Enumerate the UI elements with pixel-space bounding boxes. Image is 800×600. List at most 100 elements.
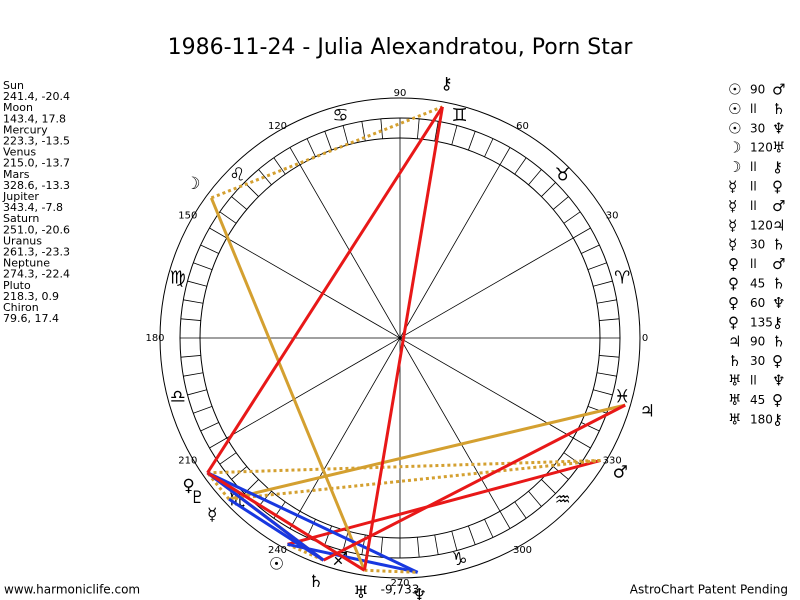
aspect-glyph2: ⚷ <box>772 313 783 331</box>
aspect-line <box>322 403 626 562</box>
degree-label: 30 <box>606 211 619 222</box>
degree-label: 0 <box>642 333 648 344</box>
ring-tick <box>434 121 439 142</box>
ring-tick <box>528 169 542 186</box>
ring-tick <box>541 182 556 197</box>
planet-glyph: ⚷ <box>440 74 452 94</box>
aspect-glyph1: ♄ <box>728 352 741 370</box>
aspect-glyph2: ♄ <box>772 275 785 293</box>
planet-coords: 143.4, 17.8 <box>3 112 66 125</box>
aspect-glyph1: ☿ <box>728 197 737 215</box>
planet-glyph: ♄ <box>308 572 323 592</box>
planet-name: Uranus <box>3 234 42 247</box>
aspect-line <box>364 568 418 574</box>
ring-tick <box>434 534 439 555</box>
aspect-glyph1: ♅ <box>728 410 741 428</box>
aspect-line <box>206 471 366 572</box>
planet-coords: 79.6, 17.4 <box>3 312 59 325</box>
planet-coords: 343.4, -7.8 <box>3 201 63 214</box>
aspect-line <box>228 403 626 501</box>
planet-glyph: ☉ <box>269 555 284 575</box>
aspect-line <box>287 458 601 546</box>
ring-tick <box>209 437 227 449</box>
planet-name: Mercury <box>3 123 48 136</box>
ring-tick <box>342 531 349 551</box>
ring-tick <box>417 118 420 139</box>
aspect-glyph1: ☽ <box>728 139 741 157</box>
aspect-glyph1: ☉ <box>728 81 741 99</box>
spoke <box>226 237 574 439</box>
ring-tick <box>324 131 332 151</box>
degree-label: 180 <box>145 333 164 344</box>
planet-glyph: ♆ <box>412 585 427 600</box>
aspect-glyph1: ♀ <box>728 275 739 293</box>
bottom-note: -9,733 <box>381 583 420 597</box>
planet-name: Chiron <box>3 301 39 314</box>
ring-tick <box>596 372 617 377</box>
aspect-label: 120 <box>750 141 773 155</box>
aspect-label: 45 <box>750 277 765 291</box>
aspect-glyph1: ☽ <box>728 158 741 176</box>
degree-label: 120 <box>268 121 287 132</box>
ring-tick <box>417 537 420 558</box>
aspect-glyph2: ♄ <box>772 100 785 118</box>
ring-tick <box>499 147 511 165</box>
ring-tick <box>499 511 511 529</box>
ring-tick <box>484 138 494 157</box>
ring-tick <box>514 157 527 175</box>
planet-glyph: ♇ <box>190 488 205 508</box>
aspect-glyph2: ♂ <box>772 255 785 273</box>
planet-glyph: ♅ <box>353 583 368 600</box>
aspect-label: 120 <box>750 218 773 232</box>
aspect-glyph1: ☿ <box>728 236 737 254</box>
planet-name: Pluto <box>3 279 31 292</box>
aspect-label: ll <box>750 160 757 174</box>
aspect-glyph2: ♀ <box>772 391 783 409</box>
aspect-glyph1: ♅ <box>728 372 741 390</box>
ring-tick <box>581 244 600 254</box>
aspect-line <box>362 106 444 571</box>
ring-tick <box>593 389 613 396</box>
outer-circle <box>159 97 641 579</box>
aspect-line <box>209 197 366 571</box>
planet-name: Moon <box>3 101 33 114</box>
ring-tick <box>573 437 591 449</box>
planet-coords: 223.3, -13.5 <box>3 135 70 148</box>
ring-tick <box>468 131 476 151</box>
planet-coords: 274.3, -22.4 <box>3 268 70 281</box>
aspect-glyph2: ♄ <box>772 333 785 351</box>
planet-coords: 241.4, -20.4 <box>3 90 70 103</box>
ring-tick <box>209 227 227 239</box>
aspect-label: 30 <box>750 121 765 135</box>
aspect-glyph1: ♀ <box>728 313 739 331</box>
aspect-glyph2: ♆ <box>772 294 785 312</box>
sign-glyph: ♉ <box>555 164 571 185</box>
sign-glyph: ♈ <box>614 267 630 288</box>
aspect-glyph2: ♅ <box>772 139 785 157</box>
ring-tick <box>183 372 204 377</box>
sign-glyph: ♋ <box>332 105 348 126</box>
ring-tick <box>593 280 613 287</box>
ring-tick <box>552 196 569 210</box>
title: 1986-11-24 - Julia Alexandratou, Porn St… <box>168 35 634 60</box>
aspect-label: 135 <box>750 315 773 329</box>
aspect-label: ll <box>750 374 757 388</box>
footer-left: www.harmoniclife.com <box>4 583 140 597</box>
ring-tick <box>342 125 349 145</box>
ring-tick <box>219 211 237 224</box>
aspect-label: 60 <box>750 296 765 310</box>
ring-tick <box>258 169 272 186</box>
ring-tick <box>541 479 556 494</box>
aspect-label: 90 <box>750 335 765 349</box>
aspect-label: ll <box>750 199 757 213</box>
planet-name: Jupiter <box>2 190 39 203</box>
aspect-line <box>210 105 443 200</box>
ring-tick <box>587 262 607 270</box>
aspect-glyph1: ☿ <box>728 178 737 196</box>
planet-coords: 251.0, -20.6 <box>3 223 70 236</box>
ring-tick <box>451 531 458 551</box>
ring-tick <box>180 355 201 358</box>
planet-glyph: ♂ <box>613 462 628 482</box>
ring-tick <box>528 490 542 507</box>
aspect-label: ll <box>750 180 757 194</box>
